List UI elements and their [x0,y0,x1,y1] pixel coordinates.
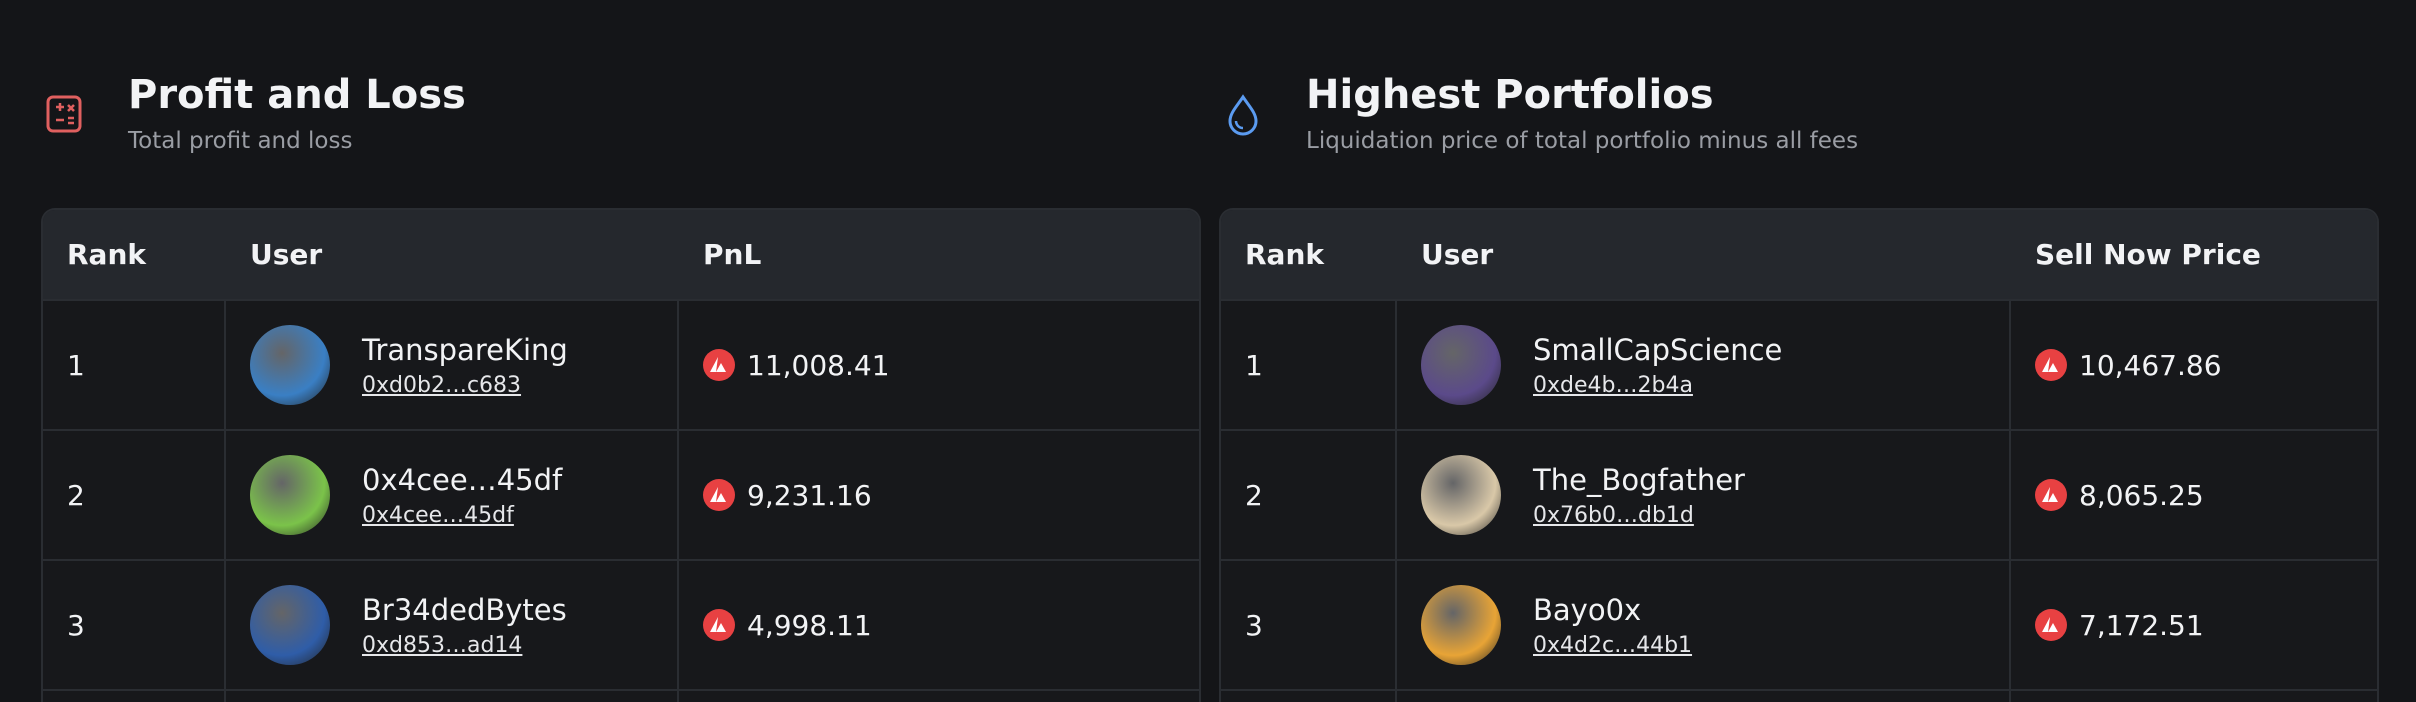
rank: 1 [1245,348,1263,382]
value: 8,065.25 [2079,478,2204,512]
header-cell: PnL [703,238,762,271]
cell: 4,998.11 [679,561,1199,689]
cell: 8,065.25 [2011,431,2377,559]
portfolio-table: Rank User Sell Now Price 1 SmallCapScience 0x… [1219,208,2379,702]
avatar [250,455,330,535]
user-name: TranspareKing [362,332,568,367]
table-row[interactable]: 1 SmallCapScience 0xde4b…2b4a 10,467.86 [1221,301,2377,431]
avax-icon [703,479,735,511]
rank: 2 [67,478,85,512]
cell: 11,008.41 [679,301,1199,429]
rank: 3 [1245,608,1263,642]
cell: 2 [43,431,226,559]
user-name: Bayo0x [1533,592,1642,627]
rank: 3 [67,608,85,642]
user-info: 0x4cee…45df 0x4cee…45df [362,463,562,528]
pnl-table: Rank User PnL 1 TranspareKing 0xd0b2…c683 11,0… [41,208,1201,702]
user-address[interactable]: 0x4d2c…44b1 [1533,632,1693,658]
cell: Bayo0x 0x4d2c…44b1 [1397,561,2011,689]
cell-divider [1395,691,1397,702]
calculator-icon [46,95,82,133]
user-info: TranspareKing 0xd0b2…c683 [362,333,568,398]
avatar [250,325,330,405]
avatar [1421,455,1501,535]
user-info: Bayo0x 0x4d2c…44b1 [1533,593,1692,658]
avatar [1421,585,1501,665]
cell: 1 [1221,301,1397,429]
avax-icon [2035,609,2067,641]
table-row-partial [1221,691,2377,702]
header-cell: Sell Now Price [2035,238,2261,271]
header-cell: Rank [67,238,147,271]
user-info: The_Bogfather 0x76b0…db1d [1533,463,1745,528]
header-cell: User [1421,238,1494,271]
value: 7,172.51 [2079,608,2204,642]
panel-subtitle: Total profit and loss [128,128,353,154]
avax-icon [703,609,735,641]
table-row[interactable]: 2 The_Bogfather 0x76b0…db1d 8,065.25 [1221,431,2377,561]
avax-icon [2035,349,2067,381]
cell: 7,172.51 [2011,561,2377,689]
table-row[interactable]: 3 Bayo0x 0x4d2c…44b1 7,172.51 [1221,561,2377,691]
cell: 1 [43,301,226,429]
header-cell: User [250,238,323,271]
cell: TranspareKing 0xd0b2…c683 [226,301,679,429]
user-info: Br34dedBytes 0xd853…ad14 [362,593,567,658]
cell: Br34dedBytes 0xd853…ad14 [226,561,679,689]
panel-subtitle: Liquidation price of total portfolio min… [1306,128,1859,154]
rank: 1 [67,348,85,382]
avax-icon [2035,479,2067,511]
user-address[interactable]: 0xd853…ad14 [362,632,523,658]
cell-divider [2009,691,2011,702]
droplet-icon [1228,94,1258,136]
header-row: Rank User PnL [43,210,1199,301]
table-row[interactable]: 2 0x4cee…45df 0x4cee…45df 9,231.16 [43,431,1199,561]
user-address[interactable]: 0xd0b2…c683 [362,372,522,398]
panel-title: Highest Portfolios [1306,72,1714,118]
value: 4,998.11 [747,608,872,642]
user-name: The_Bogfather [1533,462,1745,497]
cell: 3 [43,561,226,689]
cell-divider [224,691,226,702]
user-name: Br34dedBytes [362,592,567,627]
table-row[interactable]: 1 TranspareKing 0xd0b2…c683 11,008.41 [43,301,1199,431]
cell: 3 [1221,561,1397,689]
value: 9,231.16 [747,478,872,512]
value: 11,008.41 [747,348,890,382]
user-name: SmallCapScience [1533,332,1783,367]
user-address[interactable]: 0x76b0…db1d [1533,502,1694,528]
cell: SmallCapScience 0xde4b…2b4a [1397,301,2011,429]
avatar [250,585,330,665]
user-address[interactable]: 0x4cee…45df [362,502,514,528]
panel-title: Profit and Loss [128,72,466,118]
rank: 2 [1245,478,1263,512]
table-row-partial [43,691,1199,702]
user-name: 0x4cee…45df [362,462,563,497]
cell: The_Bogfather 0x76b0…db1d [1397,431,2011,559]
avatar [1421,325,1501,405]
table-row[interactable]: 3 Br34dedBytes 0xd853…ad14 4,998.11 [43,561,1199,691]
header-row: Rank User Sell Now Price [1221,210,2377,301]
user-info: SmallCapScience 0xde4b…2b4a [1533,333,1782,398]
cell: 2 [1221,431,1397,559]
cell: 10,467.86 [2011,301,2377,429]
cell: 9,231.16 [679,431,1199,559]
cell-divider [677,691,679,702]
user-address[interactable]: 0xde4b…2b4a [1533,372,1693,398]
cell: 0x4cee…45df 0x4cee…45df [226,431,679,559]
header-cell: Rank [1245,238,1325,271]
value: 10,467.86 [2079,348,2222,382]
avax-icon [703,349,735,381]
